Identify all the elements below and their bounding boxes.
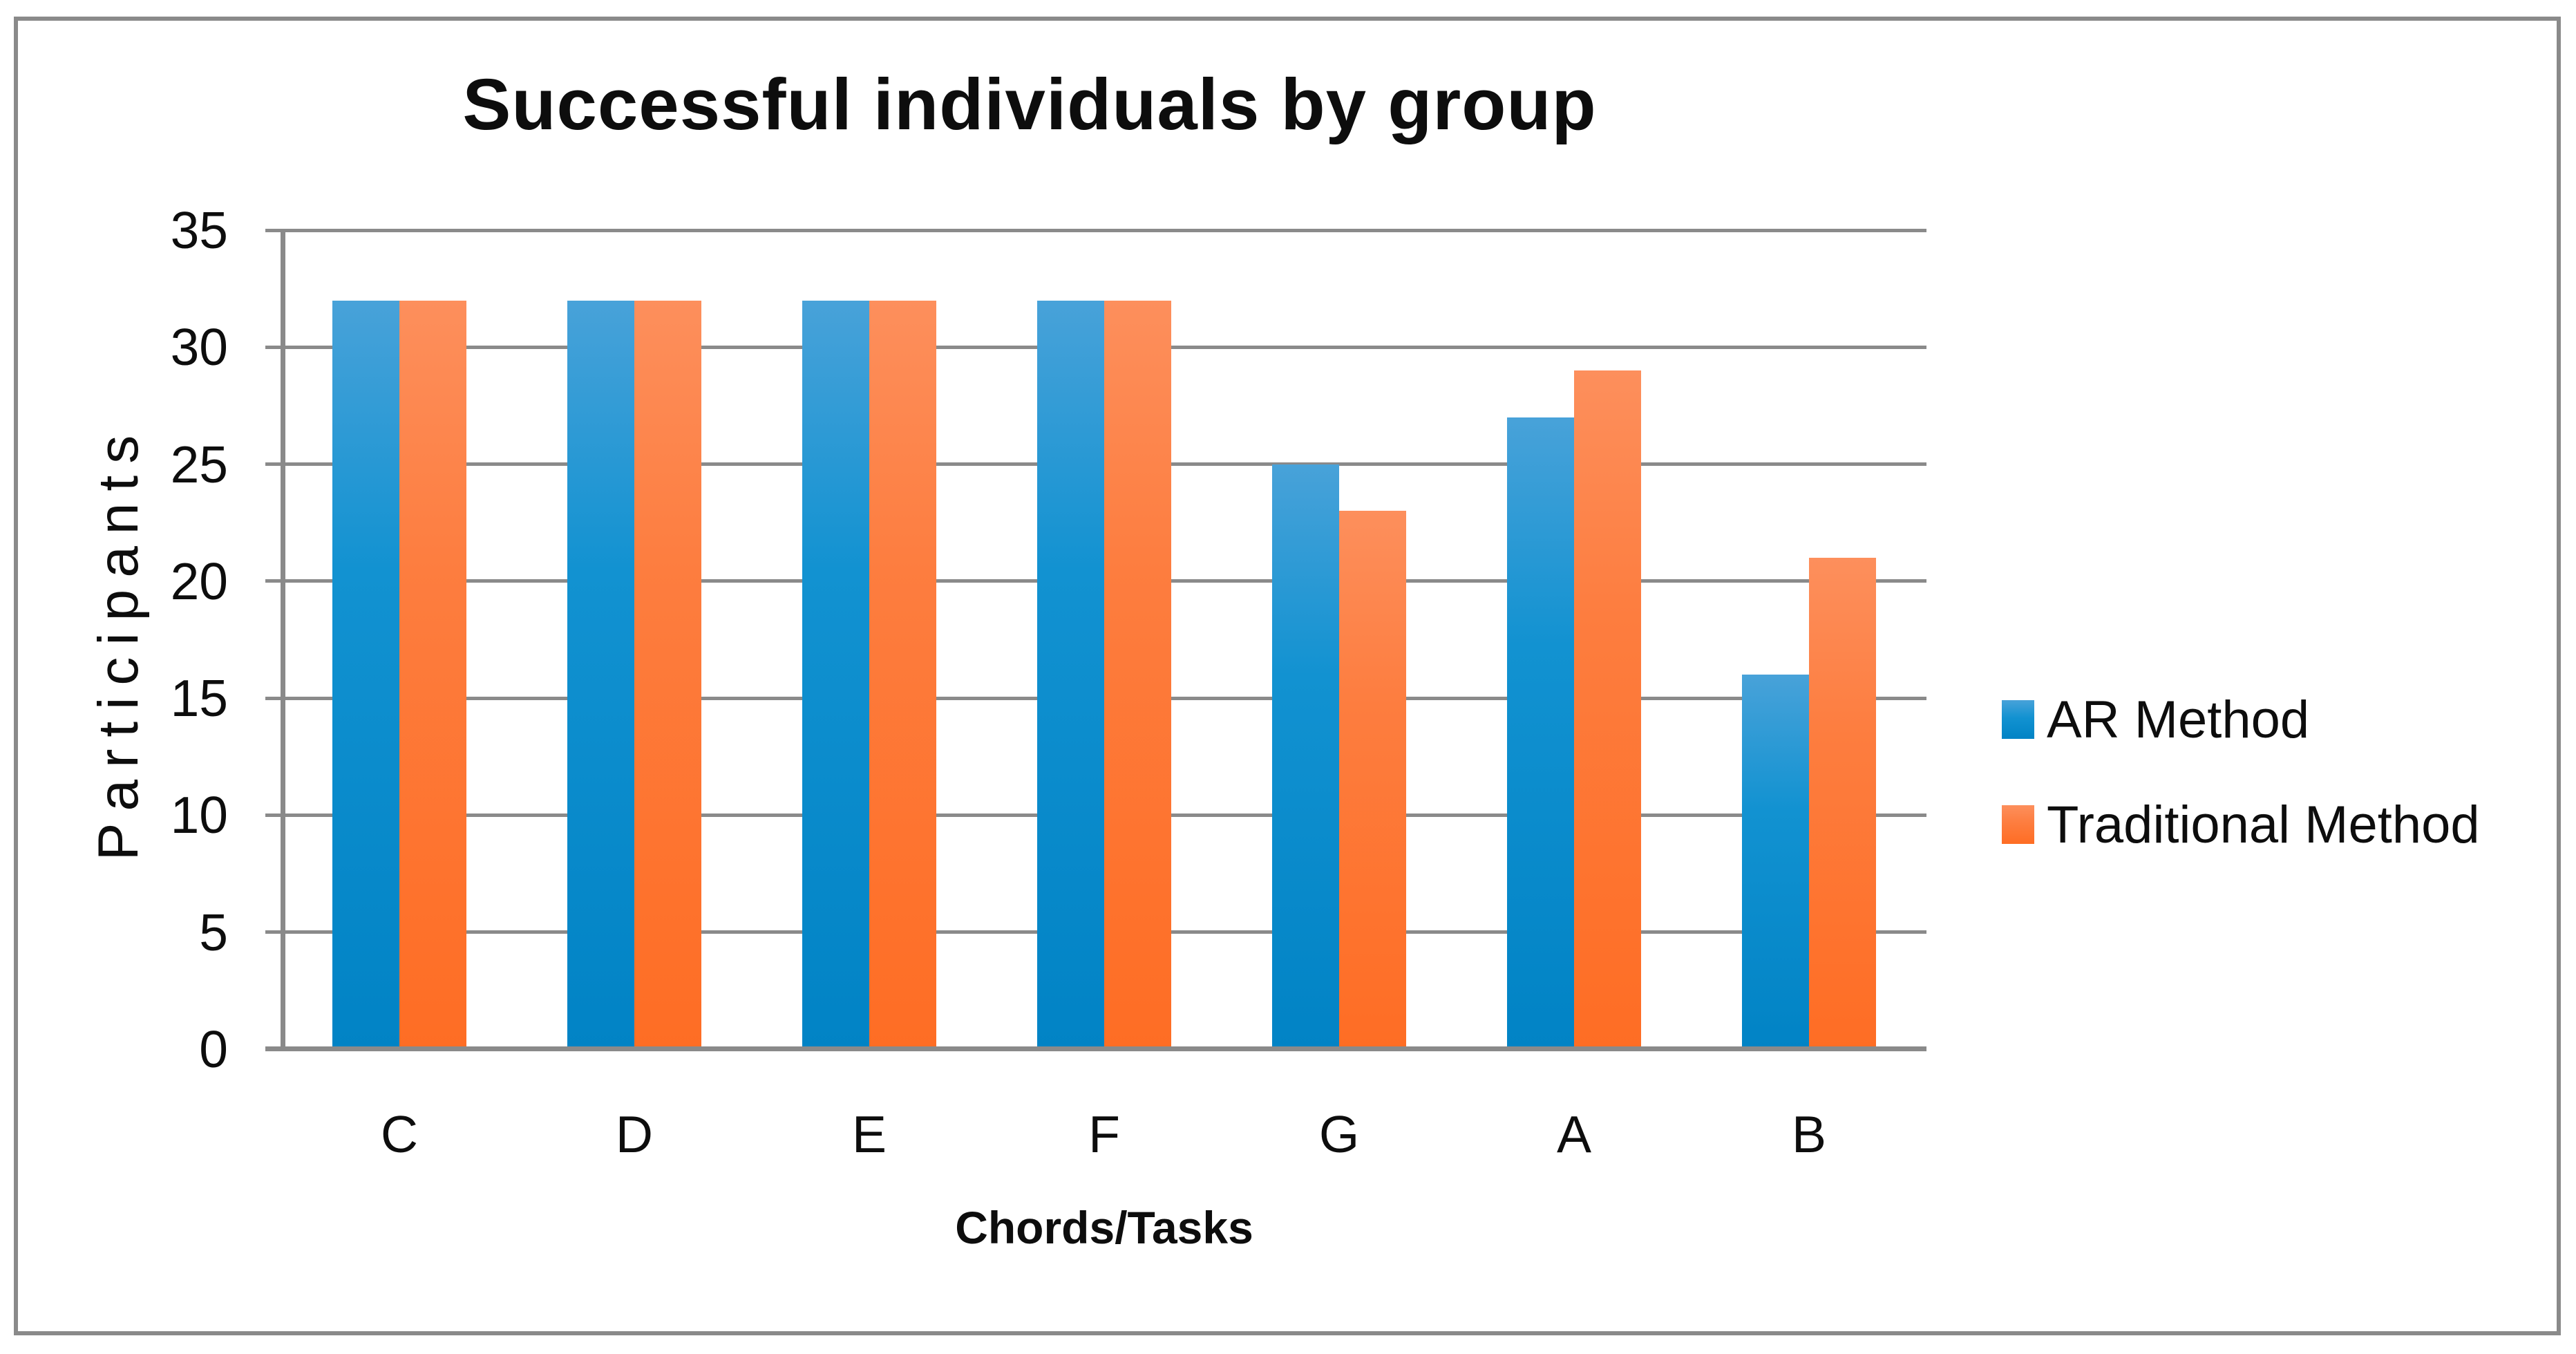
chart-title: Successful individuals by group — [462, 64, 1597, 145]
legend-item-traditional-method: Traditional Method — [2002, 795, 2480, 854]
y-tick-label-15: 15 — [170, 669, 228, 728]
legend-swatch-icon — [2002, 805, 2034, 844]
y-tick-mark-30 — [265, 345, 283, 349]
y-tick-mark-15 — [265, 696, 283, 700]
y-tick-label-20: 20 — [170, 552, 228, 610]
bar-traditional-method-C — [399, 300, 466, 1049]
bar-traditional-method-D — [634, 300, 701, 1049]
bar-ar-method-E — [802, 300, 869, 1049]
y-axis-line — [281, 230, 285, 1051]
x-axis-title: Chords/Tasks — [955, 1202, 1253, 1253]
x-tick-label-E: E — [851, 1105, 887, 1163]
y-tick-label-10: 10 — [170, 786, 228, 845]
bar-ar-method-D — [567, 300, 634, 1049]
bar-ar-method-B — [1742, 675, 1809, 1049]
legend-swatch-icon — [2002, 700, 2034, 739]
bar-traditional-method-E — [869, 300, 936, 1049]
bar-ar-method-G — [1272, 464, 1339, 1049]
y-tick-mark-25 — [265, 462, 283, 467]
legend: AR Method Traditional Method — [2002, 0, 2568, 1354]
x-tick-label-F: F — [1088, 1105, 1120, 1163]
legend-label: Traditional Method — [2047, 795, 2480, 854]
y-tick-mark-20 — [265, 579, 283, 583]
x-tick-label-A: A — [1556, 1105, 1592, 1163]
y-tick-label-5: 5 — [199, 903, 228, 961]
bar-traditional-method-G — [1339, 511, 1406, 1049]
y-tick-label-30: 30 — [170, 318, 228, 377]
bar-traditional-method-B — [1809, 558, 1876, 1049]
bar-ar-method-F — [1037, 300, 1104, 1049]
y-tick-label-25: 25 — [170, 435, 228, 493]
gridline-y-35 — [282, 228, 1926, 232]
x-tick-label-B: B — [1791, 1105, 1827, 1163]
x-tick-label-D: D — [615, 1105, 654, 1163]
x-axis-line — [265, 1046, 1926, 1051]
x-tick-label-C: C — [380, 1105, 419, 1163]
y-tick-mark-10 — [265, 813, 283, 817]
legend-item-ar-method: AR Method — [2002, 690, 2309, 749]
y-tick-mark-5 — [265, 930, 283, 934]
bar-traditional-method-F — [1104, 300, 1171, 1049]
bar-ar-method-C — [332, 300, 399, 1049]
legend-label: AR Method — [2047, 690, 2310, 749]
y-tick-label-0: 0 — [199, 1020, 228, 1078]
x-tick-label-G: G — [1318, 1105, 1360, 1163]
bar-ar-method-A — [1507, 417, 1574, 1049]
bar-traditional-method-A — [1574, 370, 1641, 1049]
y-tick-label-35: 35 — [170, 201, 228, 259]
y-tick-mark-35 — [265, 228, 283, 232]
